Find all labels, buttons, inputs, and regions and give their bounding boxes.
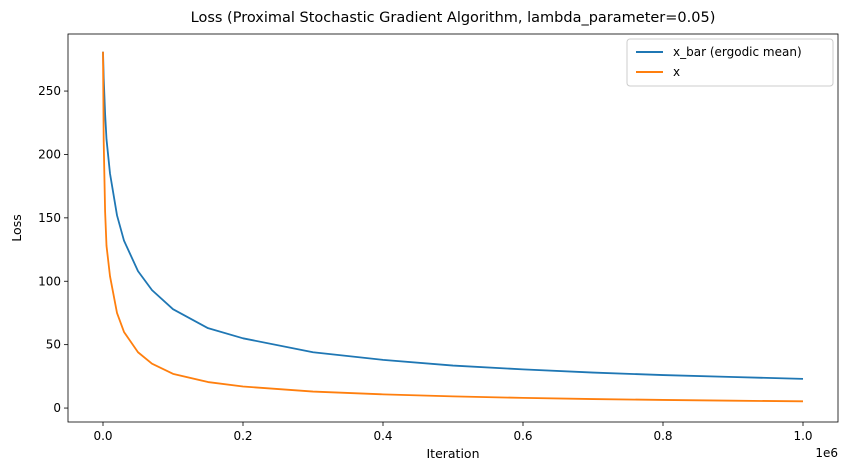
x-axis-label: Iteration xyxy=(426,446,479,461)
legend-box xyxy=(626,38,834,87)
y-tick-label: 250 xyxy=(38,84,61,98)
x-tick-label: 0.4 xyxy=(373,429,392,443)
x-tick-label: 0.2 xyxy=(233,429,252,443)
legend-label-x-bar: x_bar (ergodic mean) xyxy=(673,45,802,59)
x-axis-ticks: 0.0 0.2 0.4 0.6 0.8 1.0 xyxy=(93,422,813,443)
x-tick-label: 0.6 xyxy=(513,429,532,443)
chart-title: Loss (Proximal Stochastic Gradient Algor… xyxy=(191,10,716,26)
legend-label-x: x xyxy=(673,65,680,79)
x-tick-label: 1.0 xyxy=(793,429,812,443)
y-axis-label: Loss xyxy=(9,214,24,241)
x-tick-label: 0.8 xyxy=(653,429,672,443)
y-tick-label: 150 xyxy=(38,211,61,225)
y-tick-label: 0 xyxy=(53,401,61,415)
plot-frame xyxy=(67,33,839,423)
legend: x_bar (ergodic mean) x xyxy=(626,38,834,87)
y-axis-ticks: 0 50 100 150 200 250 xyxy=(38,84,68,415)
series-line-0 xyxy=(102,51,804,380)
x-axis-offset-label: 1e6 xyxy=(815,446,838,460)
y-tick-label: 100 xyxy=(38,274,61,288)
y-tick-label: 50 xyxy=(46,338,61,352)
x-tick-label: 0.0 xyxy=(93,429,112,443)
series-line-1 xyxy=(102,51,804,403)
y-tick-label: 200 xyxy=(38,147,61,161)
plot-lines xyxy=(102,51,804,403)
